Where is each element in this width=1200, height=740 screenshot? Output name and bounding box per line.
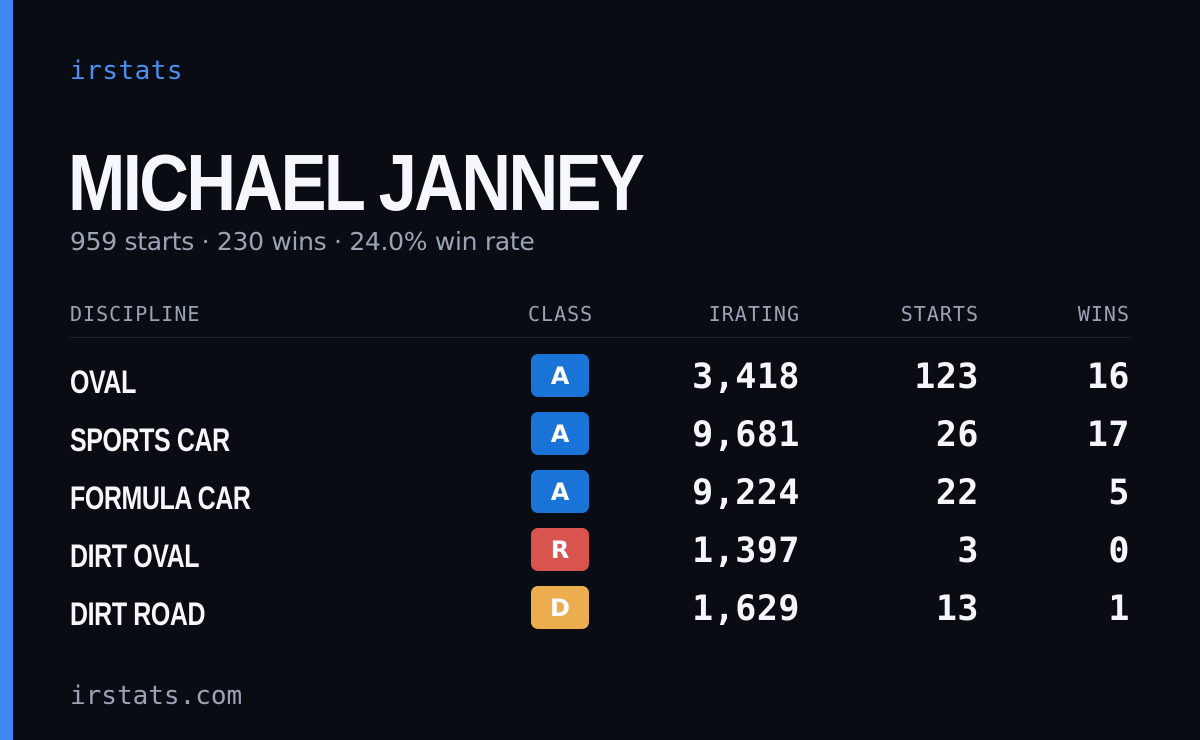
wins-value: 1 [1108,589,1130,629]
discipline-name: DIRT OVAL [70,538,200,574]
table-row: SPORTS CAR A 9,681 26 17 [70,396,1130,458]
class-badge: A [531,470,589,513]
table-row: FORMULA CAR A 9,224 22 5 [70,454,1130,516]
brand-logo: irstats [70,56,184,86]
wins-value: 17 [1086,415,1130,455]
table-row: OVAL A 3,418 123 16 [70,338,1130,400]
footer-url: irstats.com [70,681,243,711]
starts-value: 13 [935,589,979,629]
header-discipline: DISCIPLINE [70,302,201,326]
class-badge: D [531,586,589,629]
player-summary: 959 starts · 230 wins · 24.0% win rate [70,227,535,256]
header-wins: WINS [1077,302,1130,326]
stats-table: DISCIPLINE CLASS IRATING STARTS WINS OVA… [70,300,1130,632]
wins-value: 16 [1086,357,1130,397]
accent-bar [0,0,13,740]
class-badge: R [531,528,589,571]
table-header: DISCIPLINE CLASS IRATING STARTS WINS [70,300,1130,338]
starts-value: 3 [957,531,979,571]
table-row: DIRT OVAL R 1,397 3 0 [70,512,1130,574]
table-body: OVAL A 3,418 123 16 SPORTS CAR A 9,681 2… [70,338,1130,632]
class-badge: A [531,412,589,455]
table-row: DIRT ROAD D 1,629 13 1 [70,570,1130,632]
discipline-name: SPORTS CAR [70,422,230,458]
discipline-name: FORMULA CAR [70,480,251,516]
header-irating: IRATING [708,302,800,326]
wins-value: 0 [1108,531,1130,571]
header-starts: STARTS [900,302,979,326]
starts-value: 26 [935,415,979,455]
irating-value: 9,681 [692,415,800,455]
discipline-name: DIRT ROAD [70,596,206,632]
starts-value: 22 [935,473,979,513]
header-class: CLASS [528,302,594,326]
class-badge: A [531,354,589,397]
irating-value: 3,418 [692,357,800,397]
irating-value: 1,629 [692,589,800,629]
player-name: MICHAEL JANNEY [68,138,645,227]
irating-value: 1,397 [692,531,800,571]
wins-value: 5 [1108,473,1130,513]
starts-value: 123 [914,357,979,397]
discipline-name: OVAL [70,364,136,400]
irating-value: 9,224 [692,473,800,513]
